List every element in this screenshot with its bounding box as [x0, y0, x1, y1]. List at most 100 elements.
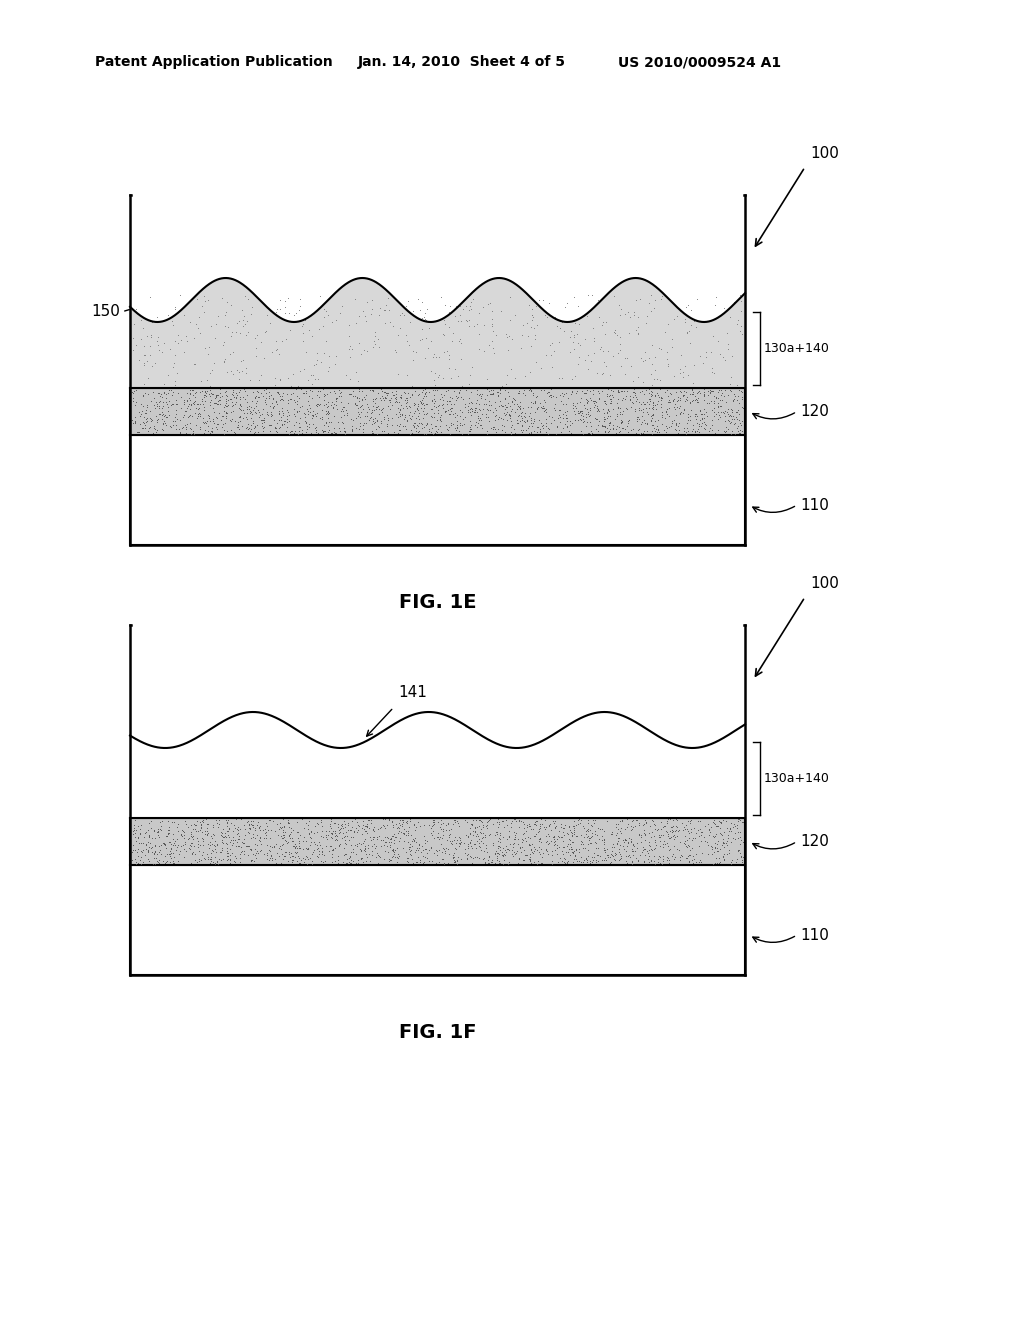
Point: [267, 330, 284, 351]
Point: [310, 318, 327, 339]
Point: [225, 379, 242, 400]
Point: [323, 836, 339, 857]
Point: [301, 397, 317, 418]
Point: [522, 379, 539, 400]
Point: [611, 327, 628, 348]
Point: [469, 383, 485, 404]
Point: [644, 810, 660, 832]
Point: [535, 289, 551, 310]
Point: [597, 421, 613, 442]
Point: [567, 409, 584, 430]
Point: [630, 322, 646, 343]
Text: 120: 120: [800, 404, 828, 418]
Point: [538, 832, 554, 853]
Point: [557, 297, 573, 318]
Point: [143, 312, 160, 333]
Point: [318, 403, 335, 424]
Point: [722, 379, 738, 400]
Point: [628, 847, 644, 869]
Point: [209, 834, 225, 855]
Point: [591, 306, 607, 327]
Point: [697, 414, 714, 436]
Point: [251, 816, 267, 837]
Point: [587, 820, 603, 841]
Point: [321, 356, 337, 378]
Point: [348, 812, 365, 833]
Point: [218, 403, 234, 424]
Point: [416, 397, 432, 418]
Point: [303, 821, 319, 842]
Point: [318, 330, 335, 351]
Point: [671, 397, 687, 418]
Point: [311, 393, 328, 414]
Point: [316, 343, 333, 364]
Point: [731, 422, 748, 444]
Point: [354, 388, 371, 409]
Point: [286, 399, 302, 420]
Point: [640, 404, 656, 425]
Point: [417, 308, 433, 329]
Point: [636, 393, 652, 414]
Point: [329, 830, 345, 851]
Point: [452, 400, 468, 421]
Point: [194, 380, 210, 401]
Point: [276, 826, 293, 847]
Point: [581, 391, 597, 412]
Point: [222, 829, 239, 850]
Point: [522, 380, 539, 401]
Point: [423, 360, 439, 381]
Point: [188, 408, 205, 429]
Point: [596, 840, 612, 861]
Point: [445, 849, 462, 870]
Point: [427, 346, 443, 367]
Point: [504, 392, 520, 413]
Point: [634, 412, 650, 433]
Point: [132, 393, 148, 414]
Point: [599, 838, 615, 859]
Point: [377, 826, 393, 847]
Point: [439, 829, 456, 850]
Point: [723, 851, 739, 873]
Point: [400, 836, 417, 857]
Point: [196, 841, 212, 862]
Point: [423, 837, 439, 858]
Bar: [130, 388, 745, 436]
Point: [240, 812, 256, 833]
Point: [611, 421, 628, 442]
Point: [426, 396, 442, 417]
Point: [165, 834, 181, 855]
Point: [685, 418, 701, 440]
Point: [140, 840, 157, 861]
Point: [669, 389, 685, 411]
Point: [643, 420, 659, 441]
Point: [531, 418, 548, 440]
Point: [276, 830, 293, 851]
Point: [432, 818, 449, 840]
Point: [425, 370, 441, 391]
Point: [525, 851, 542, 873]
Point: [385, 825, 401, 846]
Point: [250, 842, 266, 863]
Point: [249, 834, 265, 855]
Point: [410, 289, 426, 310]
Point: [690, 391, 707, 412]
Point: [289, 401, 305, 422]
Point: [651, 387, 668, 408]
Point: [240, 418, 256, 440]
Point: [731, 393, 748, 414]
Point: [218, 826, 234, 847]
Point: [314, 420, 331, 441]
Point: [507, 809, 523, 830]
Point: [247, 820, 263, 841]
Point: [191, 834, 208, 855]
Point: [225, 401, 242, 422]
Point: [191, 381, 208, 403]
Point: [678, 847, 694, 869]
Point: [410, 393, 426, 414]
Point: [526, 838, 543, 859]
Point: [556, 824, 572, 845]
Point: [455, 298, 471, 319]
Point: [573, 809, 590, 830]
Point: [500, 392, 516, 413]
Point: [712, 817, 728, 838]
